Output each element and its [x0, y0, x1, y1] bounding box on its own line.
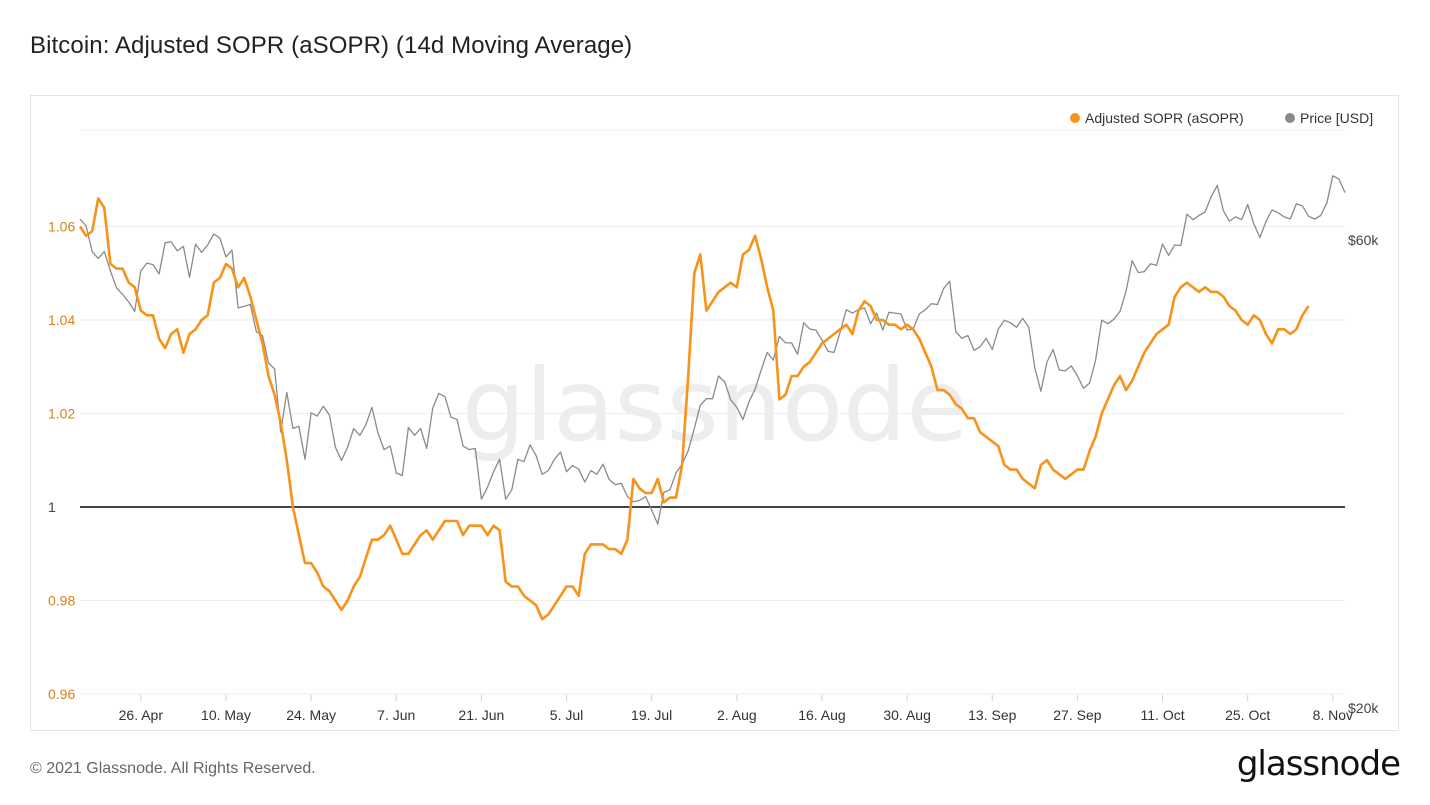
page-title: Bitcoin: Adjusted SOPR (aSOPR) (14d Movi…	[30, 32, 633, 59]
legend-label: Adjusted SOPR (aSOPR)	[1085, 110, 1244, 126]
y-left-tick-label: 1.02	[48, 406, 75, 422]
series-line-price	[79, 175, 1346, 525]
grid-lines	[80, 129, 1345, 695]
y-left-tick-label: 1	[48, 499, 56, 515]
y-axis-right: $60k $20k	[1348, 232, 1379, 716]
x-tick-label: 19. Jul	[631, 707, 672, 723]
legend-item[interactable]: Price [USD]	[1285, 110, 1373, 126]
x-tick-label: 21. Jun	[458, 707, 504, 723]
x-tick-label: 26. Apr	[119, 707, 164, 723]
watermark: glassnode	[462, 347, 968, 464]
legend-label: Price [USD]	[1300, 110, 1373, 126]
x-tick-label: 24. May	[286, 707, 336, 723]
chart-frame	[30, 95, 1399, 731]
x-tick-label: 13. Sep	[968, 707, 1016, 723]
y-left-tick-label: 0.98	[48, 593, 75, 609]
x-axis: 26. Apr 10. May 24. May 7. Jun 21. Jun 5. Jul…	[119, 695, 1353, 723]
x-tick-label: 2. Aug	[717, 707, 757, 723]
legend-marker-icon	[1070, 113, 1080, 123]
y-axis-left: 1.06 1.04 1.02 1 0.98 0.96	[48, 219, 75, 703]
brand-logo[interactable]: glassnode	[1236, 744, 1401, 784]
legend-marker-icon	[1285, 113, 1295, 123]
x-tick-label: 25. Oct	[1225, 707, 1270, 723]
series-line-asopr	[78, 197, 1310, 621]
x-tick-label: 8. Nov	[1313, 707, 1353, 723]
y-left-tick-label: 0.96	[48, 686, 75, 702]
y-right-tick-label: $20k	[1348, 700, 1379, 716]
x-tick-label: 10. May	[201, 707, 251, 723]
y-left-tick-label: 1.06	[48, 219, 75, 235]
x-tick-label: 11. Oct	[1141, 707, 1185, 723]
series-layer	[78, 175, 1346, 621]
copyright: © 2021 Glassnode. All Rights Reserved.	[30, 760, 316, 777]
legend[interactable]: Adjusted SOPR (aSOPR) Price [USD]	[1070, 110, 1373, 126]
x-tick-label: 7. Jun	[377, 707, 415, 723]
x-tick-label: 5. Jul	[550, 707, 583, 723]
y-right-tick-label: $60k	[1348, 232, 1379, 248]
x-tick-label: 16. Aug	[798, 707, 846, 723]
y-left-tick-label: 1.04	[48, 312, 75, 328]
x-tick-label: 30. Aug	[883, 707, 931, 723]
x-tick-label: 27. Sep	[1053, 707, 1101, 723]
legend-item[interactable]: Adjusted SOPR (aSOPR)	[1070, 110, 1244, 126]
